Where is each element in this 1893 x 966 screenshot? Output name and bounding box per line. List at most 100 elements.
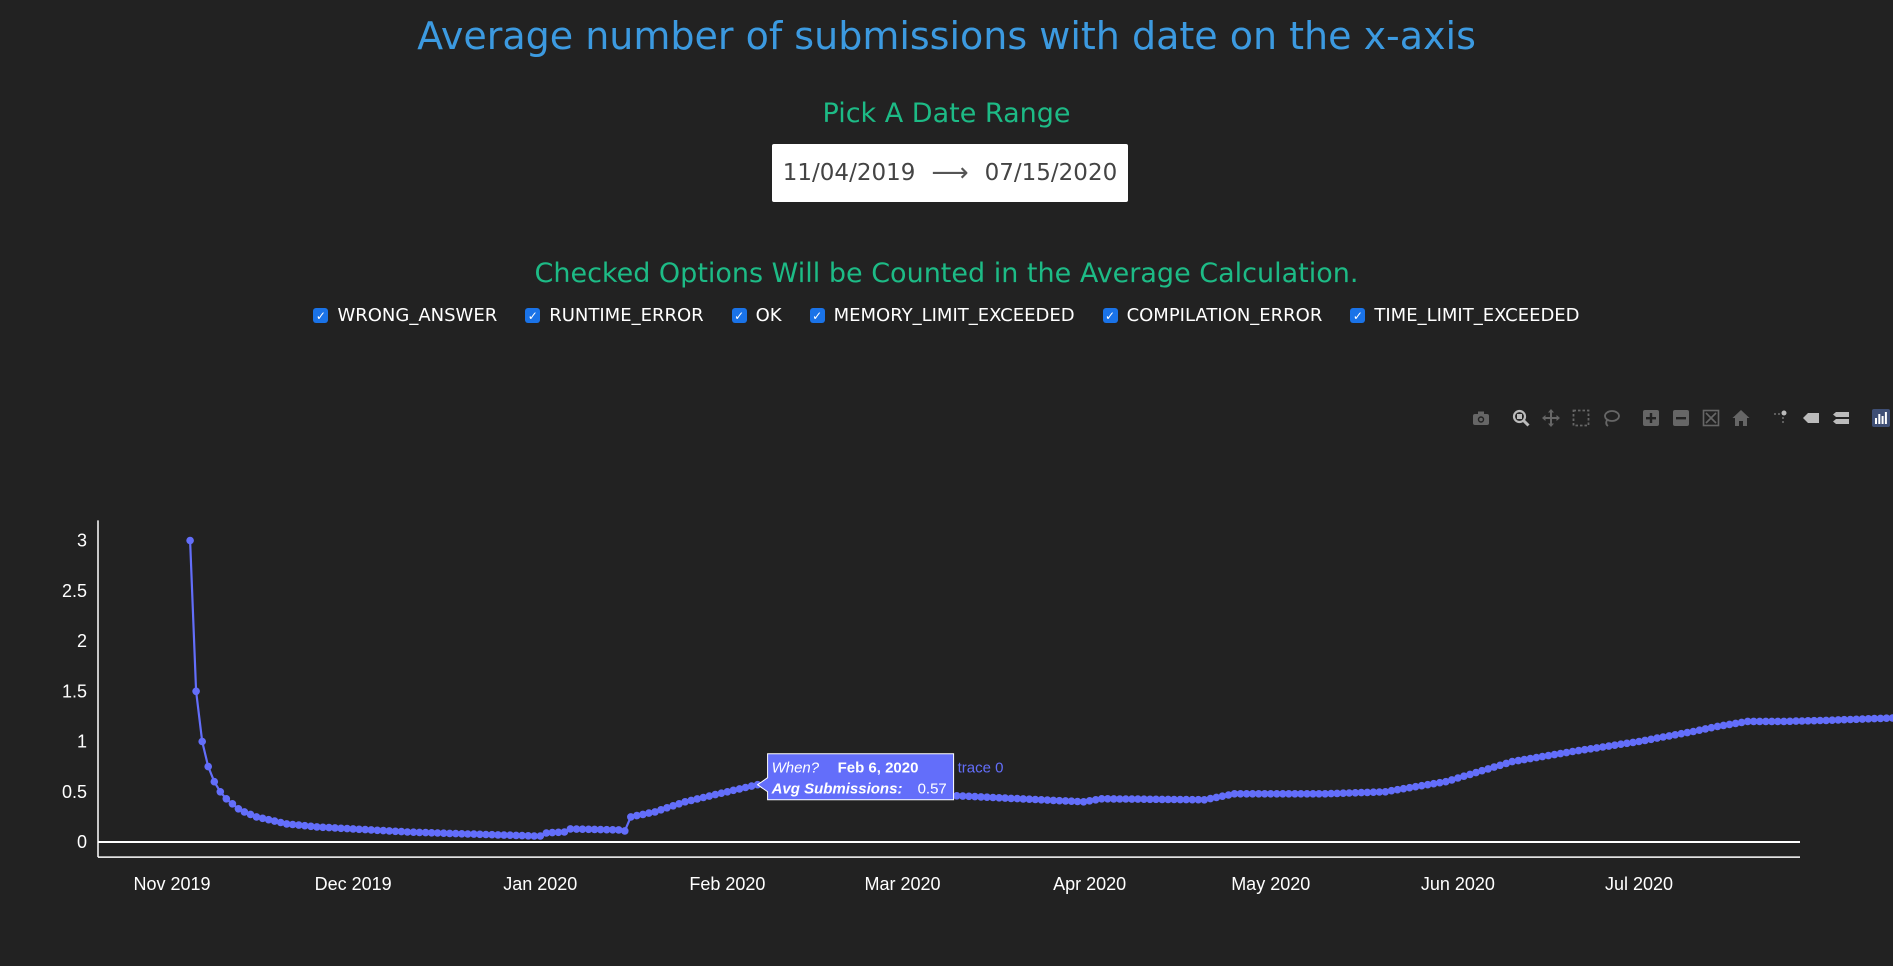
data-point	[1411, 782, 1420, 791]
checkbox-checked-icon[interactable]: ✓	[1102, 308, 1118, 323]
data-point	[1381, 788, 1390, 796]
data-point	[1321, 790, 1329, 798]
data-point	[663, 804, 671, 812]
checkbox-checked-icon[interactable]: ✓	[525, 308, 541, 323]
data-point	[1140, 795, 1148, 803]
data-point	[1780, 717, 1788, 726]
option-compilation-error[interactable]: ✓ COMPILATION_ERROR	[1102, 305, 1323, 326]
checkbox-checked-icon[interactable]: ✓	[313, 308, 329, 323]
option-ok[interactable]: ✓ OK	[731, 305, 782, 326]
plotly-logo-icon[interactable]	[1866, 404, 1893, 432]
data-point	[1665, 732, 1673, 740]
data-point	[1550, 750, 1559, 759]
data-point	[1085, 797, 1094, 805]
data-point	[458, 830, 466, 838]
checkbox-checked-icon[interactable]: ✓	[809, 308, 825, 323]
zoom-in-icon[interactable]	[1636, 404, 1666, 432]
data-point	[548, 828, 557, 837]
data-point	[1755, 717, 1764, 726]
data-point	[1351, 789, 1360, 797]
data-point	[1870, 714, 1879, 723]
data-point	[1574, 746, 1583, 755]
data-point	[524, 832, 532, 840]
data-point	[1695, 726, 1704, 734]
data-point	[1091, 796, 1100, 804]
data-point	[1116, 795, 1124, 803]
data-point	[717, 789, 726, 797]
data-point	[252, 813, 261, 821]
data-point	[1749, 717, 1758, 726]
autoscale-icon[interactable]	[1696, 404, 1726, 432]
data-point	[1478, 766, 1486, 775]
data-point	[1417, 781, 1426, 790]
data-point	[276, 818, 285, 827]
data-point	[989, 793, 997, 802]
data-point	[1484, 765, 1492, 773]
option-runtime-error[interactable]: ✓ RUNTIME_ERROR	[525, 305, 704, 326]
option-label: COMPILATION_ERROR	[1126, 305, 1323, 326]
data-point	[228, 800, 237, 808]
data-point	[1067, 797, 1076, 805]
data-point	[445, 829, 454, 838]
pan-icon[interactable]	[1536, 404, 1566, 432]
plot-modebar	[1466, 404, 1893, 432]
spike-lines-icon[interactable]	[1766, 404, 1796, 432]
box-select-icon[interactable]	[1566, 404, 1596, 432]
data-point	[711, 790, 720, 799]
data-point	[1526, 754, 1535, 763]
checkbox-checked-icon[interactable]: ✓	[731, 308, 747, 323]
data-point	[1043, 796, 1052, 804]
data-point	[1508, 757, 1516, 766]
data-point	[421, 828, 430, 837]
y-tick-label: 1	[77, 732, 87, 752]
data-point	[1544, 751, 1553, 760]
hover-closest-icon[interactable]	[1796, 404, 1826, 432]
data-point	[1683, 728, 1692, 737]
data-point	[1097, 795, 1106, 803]
checkbox-checked-icon[interactable]: ✓	[1350, 308, 1366, 323]
tooltip-trace-name: trace 0	[958, 760, 1004, 777]
data-point	[1170, 795, 1178, 804]
data-point	[270, 817, 279, 825]
option-time-limit-exceeded[interactable]: ✓ TIME_LIMIT_EXCEEDED	[1350, 305, 1580, 326]
data-point	[681, 798, 689, 806]
hover-compare-icon[interactable]	[1826, 404, 1856, 432]
tooltip-when-label: When?	[772, 760, 820, 777]
option-memory-limit-exceeded[interactable]: ✓ MEMORY_LIMIT_EXCEEDED	[809, 305, 1075, 326]
data-point	[1429, 779, 1438, 788]
data-point	[494, 831, 502, 839]
date-range-picker[interactable]: 11/04/2019 ⟶ 07/15/2020	[772, 144, 1128, 202]
data-point	[506, 831, 514, 839]
option-label: RUNTIME_ERROR	[549, 305, 704, 326]
data-point	[1562, 748, 1571, 757]
data-point	[1677, 729, 1686, 738]
data-point	[1876, 714, 1885, 723]
home-icon[interactable]	[1726, 404, 1756, 432]
data-point	[1248, 790, 1257, 798]
data-point	[693, 795, 701, 803]
data-point	[747, 782, 756, 790]
options-title: Checked Options Will be Counted in the A…	[534, 258, 1359, 289]
data-point	[1206, 794, 1215, 803]
data-point	[373, 826, 382, 835]
data-point	[1768, 717, 1776, 726]
option-wrong-answer[interactable]: ✓ WRONG_ANSWER	[313, 305, 497, 326]
data-point	[451, 829, 460, 838]
zoom-out-icon[interactable]	[1666, 404, 1696, 432]
data-point	[1707, 723, 1716, 732]
lasso-icon[interactable]	[1596, 404, 1626, 432]
end-date-input[interactable]: 07/15/2020	[984, 160, 1118, 186]
zoom-icon[interactable]	[1506, 404, 1536, 432]
camera-icon[interactable]	[1466, 404, 1496, 432]
data-point	[1701, 725, 1710, 733]
x-tick-label: May 2020	[1231, 874, 1310, 894]
data-point	[1641, 736, 1649, 745]
data-point	[572, 825, 581, 833]
data-point	[554, 828, 563, 837]
data-point	[953, 792, 961, 800]
data-point	[1629, 738, 1637, 747]
data-point	[288, 820, 297, 829]
start-date-input[interactable]: 11/04/2019	[782, 160, 916, 186]
date-range-label: Pick A Date Range	[822, 98, 1071, 129]
